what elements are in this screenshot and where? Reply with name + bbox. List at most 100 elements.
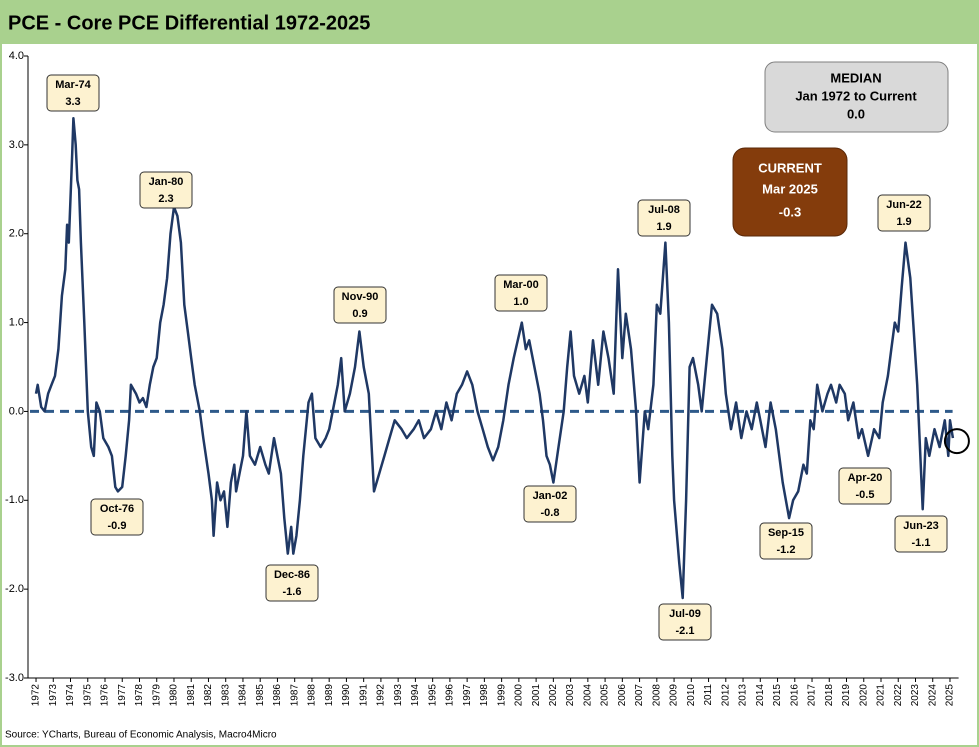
y-tick-label: 4.0 — [9, 50, 24, 62]
callout-box — [637, 199, 691, 237]
x-tick-label: 1974 — [65, 684, 76, 707]
data-line — [34, 116, 955, 600]
x-tick-label: 1989 — [324, 684, 335, 707]
x-tick-label: 1985 — [255, 684, 266, 707]
median-period: Jan 1972 to Current — [795, 88, 917, 103]
current-box — [732, 147, 848, 237]
x-tick-label: 2007 — [634, 684, 645, 707]
x-tick-label: 2019 — [841, 684, 852, 707]
callout-date: Mar-00 — [503, 279, 538, 291]
callout-box — [838, 467, 892, 505]
x-tick-label: 2025 — [945, 684, 956, 707]
callout-date: Jan-02 — [533, 490, 568, 502]
x-tick-label: 2002 — [548, 684, 559, 707]
callout-box — [877, 194, 931, 232]
source: Source: YCharts, Bureau of Economic Anal… — [5, 730, 277, 741]
callout-box — [658, 603, 712, 641]
callout-box — [265, 564, 319, 602]
x-tick-label: 1999 — [496, 684, 507, 707]
x-tick-label: 1980 — [169, 684, 180, 707]
current-value: -0.3 — [779, 204, 801, 219]
y-tick-label: 2.0 — [9, 228, 24, 240]
callout-value: 1.9 — [896, 216, 911, 228]
median-value: 0.0 — [847, 106, 865, 121]
callout-box — [90, 498, 144, 536]
x-tick-label: 1975 — [82, 684, 93, 707]
title-bar — [0, 0, 979, 42]
x-tick-label: 1996 — [445, 684, 456, 707]
median-box — [764, 61, 949, 133]
callout-date: Jan-80 — [149, 176, 184, 188]
x-tick-label: 2015 — [772, 684, 783, 707]
x-tick-label: 1990 — [341, 684, 352, 707]
x-tick-label: 2010 — [686, 684, 697, 707]
x-tick-label: 1991 — [358, 684, 369, 707]
x-tick-label: 1983 — [220, 684, 231, 707]
x-tick-label: 2021 — [876, 684, 887, 707]
callout-value: 1.9 — [656, 221, 671, 233]
callout-date: Apr-20 — [848, 472, 883, 484]
x-tick-label: 2014 — [755, 684, 766, 707]
x-tick-label: 2000 — [514, 684, 525, 707]
x-tick-label: 2006 — [617, 684, 628, 707]
x-tick-label: 1995 — [427, 684, 438, 707]
x-tick-label: 2001 — [531, 684, 542, 707]
x-tick-label: 1981 — [186, 684, 197, 707]
callout-value: -0.8 — [541, 507, 560, 519]
callout-box — [759, 522, 813, 560]
callout-date: Sep-15 — [768, 527, 804, 539]
callout-date: Jun-23 — [903, 520, 938, 532]
callout-box — [894, 515, 948, 553]
x-tick-label: 2020 — [858, 684, 869, 707]
y-tick-label: 0.0 — [9, 405, 24, 417]
x-tick-label: 1998 — [479, 684, 490, 707]
callout-value: 0.9 — [352, 308, 367, 320]
y-tick-label: 3.0 — [9, 139, 24, 151]
x-tick-label: 1987 — [289, 684, 300, 707]
callout-value: -0.9 — [108, 520, 127, 532]
callout-value: -0.5 — [856, 489, 875, 501]
x-tick-label: 2016 — [789, 684, 800, 707]
x-tick-label: 2017 — [807, 684, 818, 707]
x-tick-label: 2024 — [927, 684, 938, 707]
callout-date: Dec-86 — [274, 569, 310, 581]
callout-date: Nov-90 — [342, 291, 379, 303]
x-tick-label: 1992 — [376, 684, 387, 707]
x-tick-label: 1977 — [117, 684, 128, 707]
callout-value: 1.0 — [513, 296, 528, 308]
x-tick-label: 2013 — [738, 684, 749, 707]
x-tick-label: 2008 — [651, 684, 662, 707]
x-tick-label: 1979 — [151, 684, 162, 707]
callout-box — [333, 286, 387, 324]
current-marker — [943, 428, 970, 455]
callout-value: -1.6 — [283, 586, 302, 598]
callout-date: Mar-74 — [55, 79, 91, 91]
x-tick-label: 2003 — [565, 684, 576, 707]
x-tick-label: 1978 — [134, 684, 145, 707]
x-tick-label: 1994 — [410, 684, 421, 707]
x-tick-label: 1972 — [31, 684, 42, 707]
y-tick-label: -3.0 — [5, 672, 24, 684]
callout-value: -2.1 — [676, 625, 695, 637]
x-tick-label: 1973 — [48, 684, 59, 707]
x-tick-label: 1993 — [393, 684, 404, 707]
x-tick-label: 1982 — [203, 684, 214, 707]
x-tick-label: 1986 — [272, 684, 283, 707]
x-tick-label: 1997 — [462, 684, 473, 707]
callout-box — [494, 274, 548, 312]
x-tick-label: 2022 — [893, 684, 904, 707]
current-title: CURRENT — [758, 160, 822, 175]
x-tick-label: 2004 — [582, 684, 593, 707]
x-tick-label: 2005 — [600, 684, 611, 707]
current-period: Mar 2025 — [762, 181, 818, 196]
x-tick-label: 1984 — [238, 684, 249, 707]
callout-value: -1.1 — [912, 537, 931, 549]
x-tick-label: 2011 — [703, 684, 714, 706]
callout-box — [139, 171, 193, 209]
callout-date: Oct-76 — [100, 503, 134, 515]
callout-box — [523, 485, 577, 523]
callout-value: -1.2 — [777, 544, 796, 556]
median-title: MEDIAN — [830, 70, 881, 85]
